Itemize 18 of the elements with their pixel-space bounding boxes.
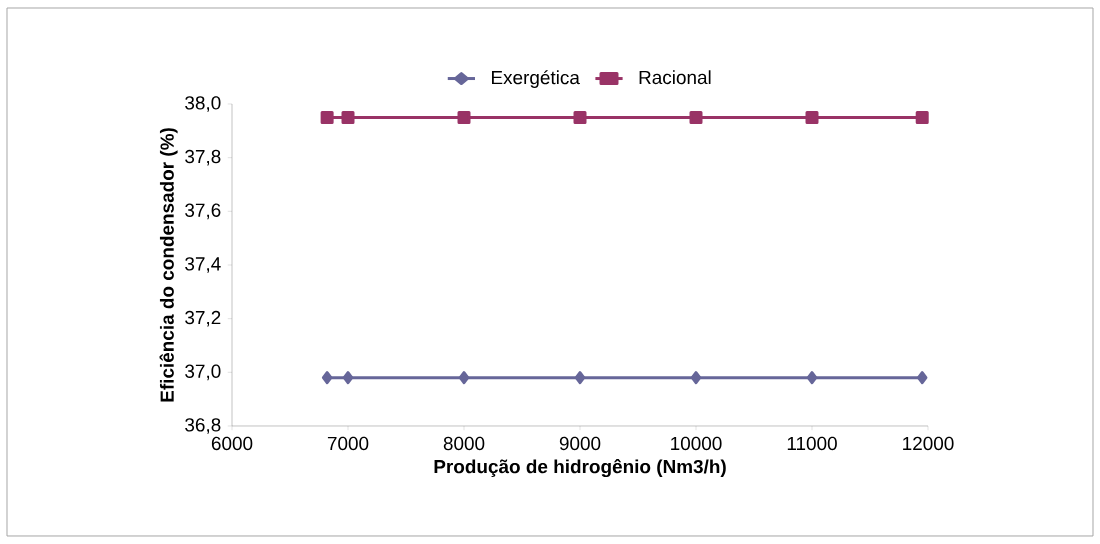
x-axis-title: Produção de hidrogênio (Nm3/h)	[434, 458, 726, 478]
y-tick-label: 38,0	[185, 96, 221, 112]
y-tick-label: 37,4	[185, 257, 221, 273]
x-tick-label: 8000	[443, 436, 485, 451]
y-axis-title: Eficiência do condensador (%)	[159, 128, 178, 402]
y-tick-label: 36,8	[185, 418, 221, 434]
x-tick-label: 12000	[903, 436, 954, 451]
x-tick-label: 11000	[787, 436, 837, 451]
x-tick-label: 10000	[671, 436, 722, 451]
x-tick-label: 9000	[559, 436, 601, 451]
x-tick-label: 7000	[327, 436, 369, 451]
legend-label: Racional	[639, 70, 711, 85]
y-tick-label: 37,2	[185, 310, 221, 327]
y-tick-label: 37,8	[185, 149, 221, 166]
legend-label: Exergética	[492, 70, 580, 88]
y-tick-label: 37,0	[185, 364, 221, 381]
y-tick-label: 37,6	[185, 203, 221, 220]
x-tick-label: 6000	[211, 436, 253, 451]
